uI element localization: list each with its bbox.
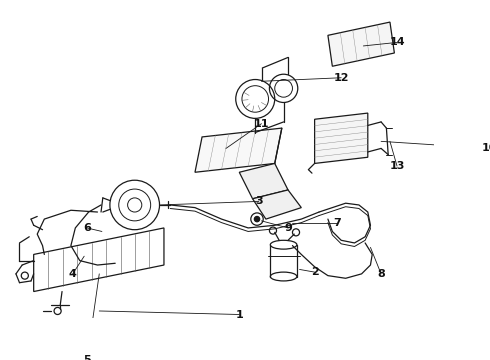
Text: 5: 5	[83, 355, 91, 360]
Text: 1: 1	[235, 310, 243, 320]
Text: 11: 11	[254, 119, 269, 129]
Circle shape	[254, 216, 260, 222]
Text: 10: 10	[482, 143, 490, 153]
Text: 6: 6	[83, 223, 91, 233]
Polygon shape	[328, 22, 394, 66]
Text: 9: 9	[284, 223, 292, 233]
Text: 3: 3	[255, 197, 263, 206]
Text: 12: 12	[334, 73, 349, 83]
Text: 2: 2	[311, 267, 319, 277]
Polygon shape	[195, 128, 282, 172]
Text: 13: 13	[390, 161, 405, 171]
Text: 4: 4	[69, 269, 76, 279]
Text: 7: 7	[333, 218, 341, 228]
Text: 14: 14	[389, 37, 405, 48]
Polygon shape	[239, 163, 288, 199]
Polygon shape	[252, 190, 301, 219]
Polygon shape	[315, 113, 368, 163]
Text: 8: 8	[377, 269, 385, 279]
